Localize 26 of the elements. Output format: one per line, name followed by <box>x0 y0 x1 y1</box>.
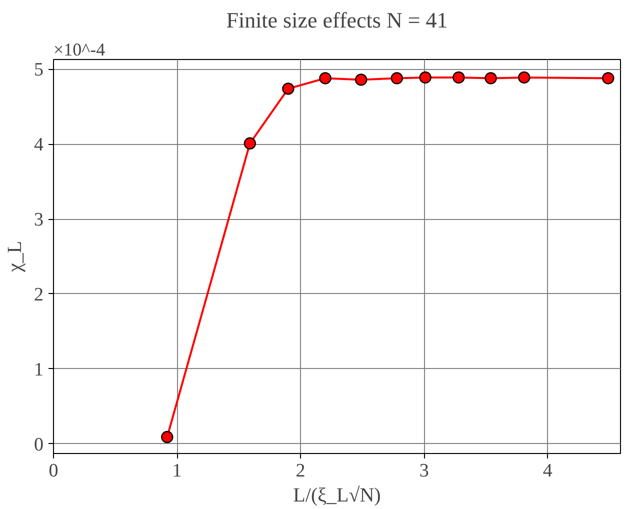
point <box>518 71 530 84</box>
x-tick-label: 0 <box>48 460 58 482</box>
point <box>452 71 465 84</box>
point <box>419 71 432 84</box>
x-tick-label: 3 <box>419 460 429 482</box>
x-axis-title: L/(ξ_L√N) <box>293 484 381 506</box>
y-tick-label: 4 <box>34 134 44 156</box>
point <box>319 72 332 84</box>
y-tick-label: 3 <box>34 210 44 231</box>
point <box>244 137 256 150</box>
x-tick-label: 4 <box>542 460 553 482</box>
point <box>390 72 404 84</box>
text: ×10^-4 <box>54 40 106 60</box>
x-tick-label: 2 <box>296 460 306 482</box>
y-tick-label: 1 <box>34 359 44 380</box>
x-tick-label: 1 <box>172 460 182 482</box>
chart-title: Finite size effects N = 41 <box>226 8 448 32</box>
point <box>602 72 614 84</box>
point <box>161 430 174 444</box>
point <box>354 74 368 86</box>
y-tick-label: 5 <box>34 60 44 81</box>
y-axis-title: χ_L <box>4 240 26 274</box>
y-tick-label: 0 <box>34 434 44 456</box>
y-tick-label: 2 <box>34 284 44 306</box>
point <box>484 72 497 84</box>
point <box>282 82 294 95</box>
